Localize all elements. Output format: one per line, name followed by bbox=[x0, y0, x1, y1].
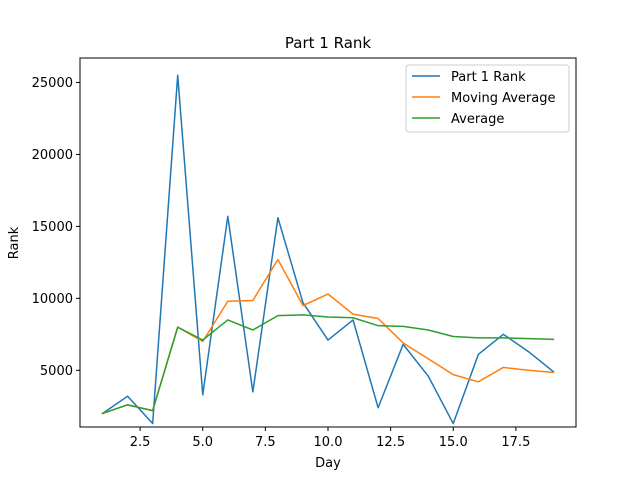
legend: Part 1 Rank Moving Average Average bbox=[405, 64, 570, 133]
x-tick-label: 15.0 bbox=[439, 435, 468, 450]
legend-label: Average bbox=[451, 112, 504, 127]
y-tick-label: 15000 bbox=[32, 220, 73, 235]
legend-label: Moving Average bbox=[451, 91, 555, 106]
chart-title: Part 1 Rank bbox=[285, 34, 371, 52]
series-0 bbox=[101, 74, 555, 425]
x-tick-label: 2.5 bbox=[130, 435, 151, 450]
legend-items: Part 1 Rank Moving Average Average bbox=[412, 70, 555, 127]
x-axis-label: Day bbox=[315, 456, 341, 471]
legend-label: Part 1 Rank bbox=[451, 70, 526, 85]
x-axis-ticks: 2.5 5.0 7.5 10.0 12.5 15.0 17.5 bbox=[130, 427, 530, 450]
x-tick-label: 5.0 bbox=[192, 435, 213, 450]
y-tick-label: 10000 bbox=[32, 292, 73, 307]
y-tick-label: 5000 bbox=[40, 364, 73, 379]
y-axis-label: Rank bbox=[7, 226, 22, 259]
series-2 bbox=[101, 314, 555, 415]
y-tick-label: 20000 bbox=[32, 148, 73, 163]
series-layer bbox=[101, 74, 555, 425]
x-tick-label: 10.0 bbox=[314, 435, 343, 450]
x-tick-label: 7.5 bbox=[255, 435, 276, 450]
y-tick-label: 25000 bbox=[32, 76, 73, 91]
x-tick-label: 17.5 bbox=[501, 435, 530, 450]
legend-box bbox=[405, 64, 570, 133]
y-axis-ticks: 5000 10000 15000 20000 25000 bbox=[32, 76, 80, 379]
x-tick-label: 12.5 bbox=[376, 435, 405, 450]
